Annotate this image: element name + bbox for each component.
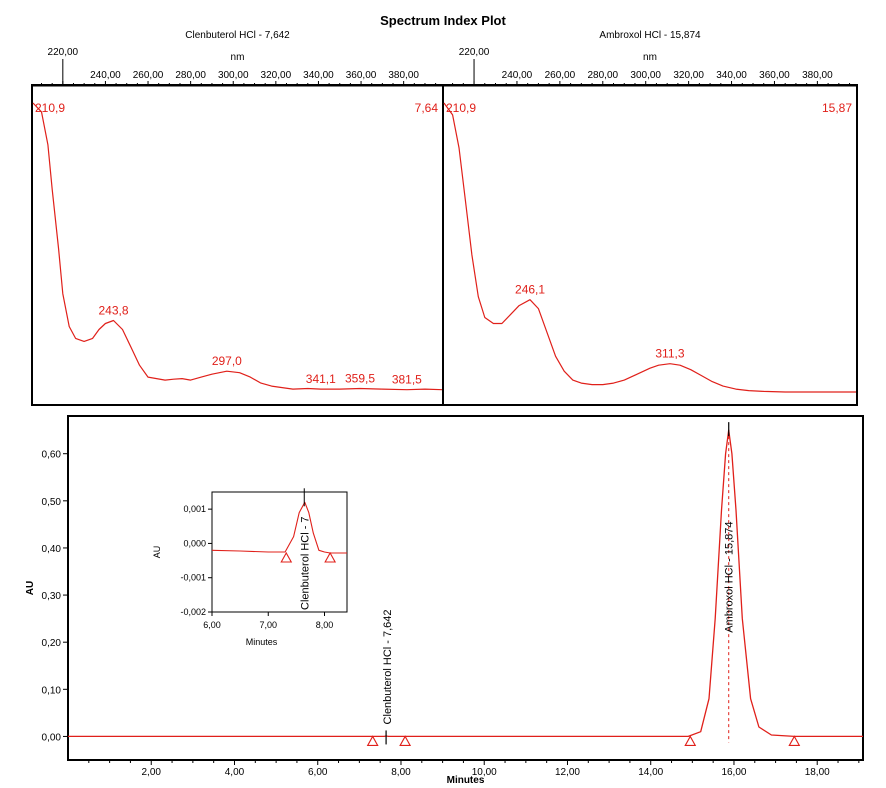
page-title: Spectrum Index Plot (380, 13, 506, 28)
spectrum-ambroxol-tick-label: 220,00 (459, 47, 490, 58)
spectrum-clenbuterol-tick-label: 260,00 (133, 70, 164, 81)
spectrum-clenbuterol-trace (32, 102, 443, 391)
spectrum-ambroxol-tick-label: 380,00 (802, 70, 833, 81)
spectrum-clenbuterol-title: Clenbuterol HCl - 7,642 (185, 30, 290, 41)
ambroxol-peak-label: Ambroxol HCl - 15,874 (724, 521, 736, 632)
chromatogram-frame (67, 415, 864, 761)
chromatogram-ytick-label: 0,20 (42, 638, 62, 649)
spectrum-clenbuterol-tick-label: 360,00 (346, 70, 377, 81)
chromatogram-integration-marker (399, 735, 412, 746)
spectrum-ambroxol-tick-label: 280,00 (587, 70, 618, 81)
spectrum-ambroxol-title: Ambroxol HCl - 15,874 (599, 30, 701, 41)
chromatogram-ytick-label: 0,10 (42, 685, 62, 696)
spectrum-clenbuterol-tick-label: 280,00 (175, 70, 206, 81)
chromatogram-xtick-label: 2,00 (142, 767, 162, 778)
chromatogram-ylabel: AU (25, 581, 36, 595)
spectrum-clenbuterol-peak-label: 297,0 (212, 354, 242, 368)
spectrum-clenbuterol-peak-label: 381,5 (392, 373, 422, 387)
chromatogram-ytick-label: 0,50 (42, 497, 62, 508)
spectrum-clenbuterol-peak-label: 359,5 (345, 371, 375, 385)
inset-xlabel: Minutes (246, 637, 278, 647)
chromatogram-xlabel: Minutes (447, 775, 485, 786)
chromatogram-ytick-label: 0,40 (42, 544, 62, 555)
chromatogram-xtick-label: 16,00 (721, 767, 746, 778)
inset-ytick-label: -0,001 (180, 573, 206, 583)
spectrum-ambroxol-peak-label: 210,9 (446, 101, 476, 115)
spectrum-ambroxol-trace (443, 102, 856, 393)
spectrum-clenbuterol-tick-label: 380,00 (388, 70, 419, 81)
spectrum-ambroxol-tick-label: 240,00 (502, 70, 533, 81)
spectrum-ambroxol-tick-label: 260,00 (545, 70, 576, 81)
spectrum-clenbuterol-tick-label: 300,00 (218, 70, 249, 81)
spectrum-clenbuterol-peak-label: 210,9 (35, 101, 65, 115)
spectrum-clenbuterol-tick-label: 240,00 (90, 70, 121, 81)
inset-integration-marker (324, 551, 337, 563)
spectrum-ambroxol-peak-label: 311,3 (655, 347, 684, 361)
chromatogram-xtick-label: 10,00 (472, 767, 497, 778)
inset-peak-label: Clenbuterol HCl - 7 (299, 516, 311, 610)
inset-ylabel: AU (152, 546, 162, 559)
chromatogram-xtick-label: 14,00 (638, 767, 663, 778)
spectrum-clenbuterol-xlabel: nm (231, 52, 245, 63)
chromatogram-ytick-label: 0,60 (42, 450, 62, 461)
spectrum-right-frame (442, 84, 858, 406)
clenbuterol-peak-label: Clenbuterol HCl - 7,642 (382, 609, 394, 724)
spectrum-ambroxol-tick-label: 300,00 (630, 70, 661, 81)
spectrum-ambroxol-tick-label: 340,00 (716, 70, 747, 81)
inset-xtick-label: 8,00 (316, 620, 334, 630)
chromatogram-xtick-label: 18,00 (805, 767, 830, 778)
chromatogram-integration-marker (788, 735, 801, 746)
spectrum-ambroxol-peak-label: 246,1 (515, 283, 545, 297)
chromatogram-xtick-label: 6,00 (308, 767, 328, 778)
inset-ytick-label: -0,002 (180, 607, 206, 617)
chromatogram-trace (68, 429, 863, 738)
chromatogram-integration-marker (366, 735, 379, 746)
inset-trace (211, 501, 347, 554)
inset-integration-marker (280, 551, 293, 563)
inset-ytick-label: 0,001 (183, 504, 206, 514)
spectrum-ambroxol-peak-label: 15,87 (822, 101, 852, 115)
chromatogram-ytick-label: 0,30 (42, 591, 62, 602)
chromatogram-xtick-label: 12,00 (555, 767, 580, 778)
spectrum-clenbuterol-peak-label: 243,8 (99, 304, 129, 318)
spectrum-clenbuterol-tick-label: 340,00 (303, 70, 334, 81)
spectrum-clenbuterol-tick-label: 220,00 (48, 47, 79, 58)
chromatogram-xtick-label: 4,00 (225, 767, 245, 778)
chromatogram-ytick-label: 0,00 (42, 732, 62, 743)
spectrum-ambroxol-tick-label: 360,00 (759, 70, 790, 81)
chromatogram-integration-marker (684, 735, 697, 746)
spectrum-ambroxol-xlabel: nm (643, 52, 657, 63)
inset-xtick-label: 6,00 (203, 620, 221, 630)
chromatogram-xtick-label: 8,00 (391, 767, 411, 778)
inset-ytick-label: 0,000 (183, 538, 206, 548)
inset-xtick-label: 7,00 (259, 620, 277, 630)
spectrum-clenbuterol-peak-label: 7,64 (415, 101, 439, 115)
spectrum-clenbuterol-peak-label: 341,1 (306, 372, 336, 386)
spectrum-clenbuterol-tick-label: 320,00 (261, 70, 292, 81)
spectrum-ambroxol-tick-label: 320,00 (673, 70, 704, 81)
